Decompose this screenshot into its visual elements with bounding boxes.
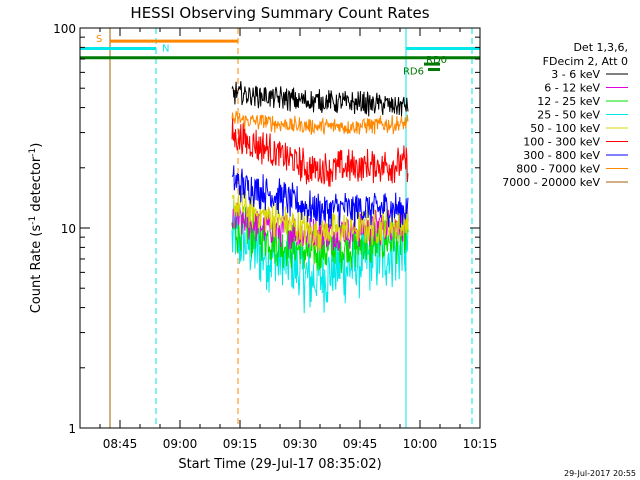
legend-label-1: 6 - 12 keV (544, 82, 600, 95)
x-tick-label-3: 09:30 (283, 437, 318, 451)
y-label-sup2: -1 (28, 148, 38, 157)
legend-label-6: 300 - 800 keV (523, 149, 600, 162)
legend-label-0: 3 - 6 keV (551, 68, 600, 81)
legend-label-4: 50 - 100 keV (530, 122, 600, 135)
series-line-4 (231, 190, 409, 251)
y-label-main: Count Rate (s (29, 225, 44, 314)
legend-header-0: Det 1,3,6, (573, 41, 628, 54)
series-line-6 (231, 165, 409, 228)
y-tick-label-1: 10 (61, 222, 76, 236)
y-tick-label-0: 1 (68, 422, 76, 436)
flag-label-n: N (162, 43, 169, 54)
x-tick-label-1: 09:00 (163, 437, 198, 451)
flag-label-rd0: RD0 (426, 55, 447, 66)
legend-label-8: 7000 - 20000 keV (502, 176, 600, 189)
chart-title: HESSI Observing Summary Count Rates (130, 4, 429, 22)
y-label-end: ) (29, 143, 44, 148)
flag-label-s: S (96, 34, 102, 45)
timestamp: 29-Jul-2017 20:55 (564, 469, 636, 478)
y-tick-label-2: 100 (53, 22, 76, 36)
legend-label-5: 100 - 300 keV (523, 136, 600, 149)
x-axis-label: Start Time (29-Jul-17 08:35:02) (178, 457, 381, 472)
series-line-5 (231, 118, 409, 187)
y-label-mid: detector (29, 156, 44, 216)
y-axis-label: Count Rate (s-1 detector-1) (28, 143, 44, 314)
x-tick-label-4: 09:45 (343, 437, 378, 451)
y-label-sup1: -1 (28, 216, 38, 225)
series-line-7 (231, 111, 409, 136)
x-tick-label-0: 08:45 (103, 437, 138, 451)
x-tick-label-6: 10:15 (463, 437, 498, 451)
legend-label-7: 800 - 7000 keV (516, 163, 600, 176)
series-line-0 (231, 81, 409, 117)
axis-ticks: 08:45 09:00 09:15 09:30 09:45 10:00 10:15 1 10 10… (53, 22, 497, 451)
x-tick-label-5: 10:00 (403, 437, 438, 451)
x-tick-label-2: 09:15 (223, 437, 258, 451)
legend-header-1: FDecim 2, Att 0 (543, 55, 628, 68)
legend-label-3: 25 - 50 keV (537, 109, 600, 122)
legend-label-2: 12 - 25 keV (537, 95, 600, 108)
flag-label-rd6: RD6 (403, 67, 424, 78)
